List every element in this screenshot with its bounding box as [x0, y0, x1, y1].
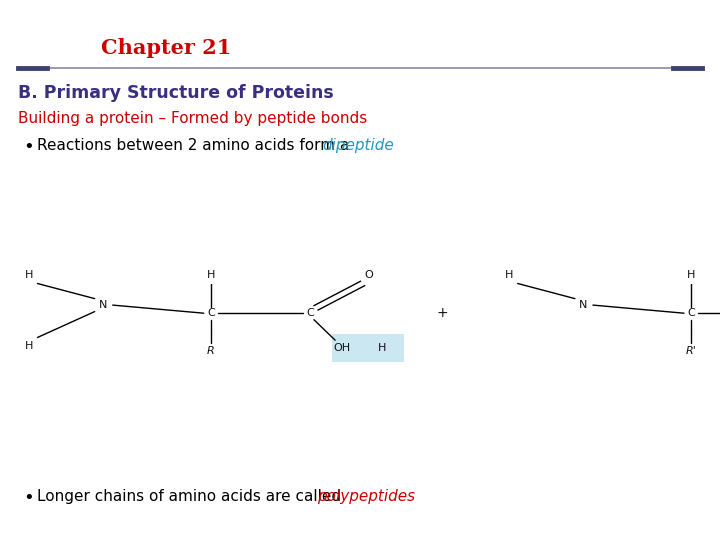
Text: •: • — [23, 138, 34, 156]
Text: C: C — [688, 308, 695, 318]
Text: N: N — [580, 300, 588, 310]
Text: B. Primary Structure of Proteins: B. Primary Structure of Proteins — [18, 84, 334, 102]
Text: C: C — [307, 308, 314, 318]
Text: R: R — [207, 346, 215, 356]
Text: H: H — [505, 271, 513, 280]
Text: H: H — [687, 271, 696, 280]
Text: C: C — [207, 308, 215, 318]
Text: dipeptide: dipeptide — [322, 138, 394, 153]
Text: Longer chains of amino acids are called: Longer chains of amino acids are called — [37, 489, 346, 504]
Text: H: H — [207, 271, 215, 280]
Text: Building a protein – Formed by peptide bonds: Building a protein – Formed by peptide b… — [18, 111, 367, 126]
Text: Reactions between 2 amino acids form a: Reactions between 2 amino acids form a — [37, 138, 355, 153]
Text: O: O — [364, 271, 373, 280]
Text: N: N — [99, 300, 107, 310]
Text: H: H — [24, 271, 33, 280]
Text: R': R' — [686, 346, 696, 356]
Text: H: H — [378, 343, 386, 353]
FancyBboxPatch shape — [331, 334, 403, 362]
Text: OH: OH — [334, 343, 351, 353]
Text: H: H — [24, 341, 33, 350]
Text: +: + — [437, 306, 449, 320]
Text: Chapter 21: Chapter 21 — [101, 38, 231, 58]
Text: •: • — [23, 489, 34, 507]
Text: polypeptides: polypeptides — [317, 489, 415, 504]
